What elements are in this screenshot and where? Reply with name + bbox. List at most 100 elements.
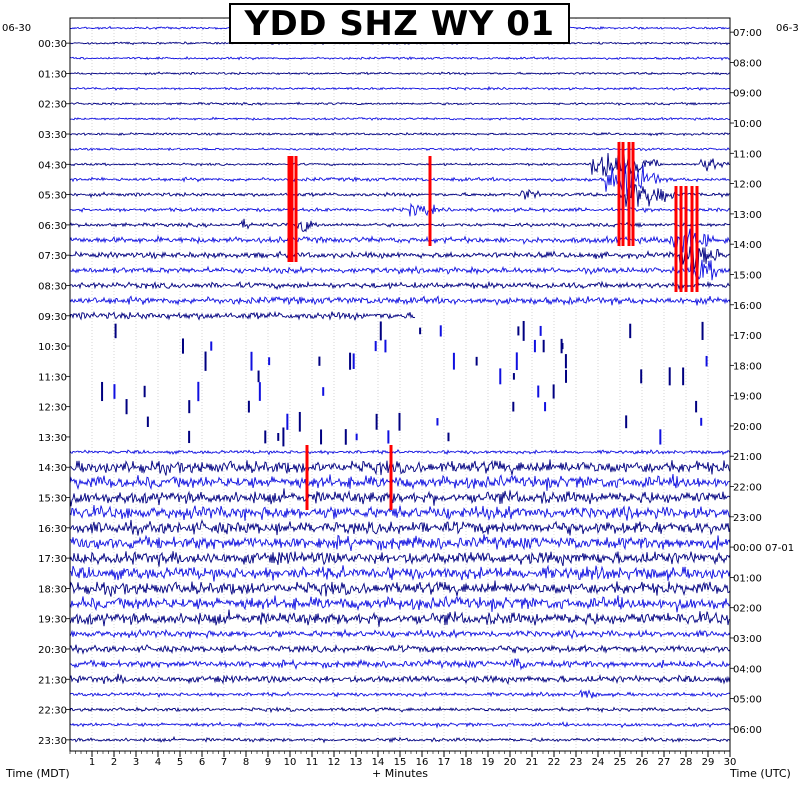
right-time-label: 08:00 [733,58,762,69]
x-tick-label: 18 [460,757,473,768]
left-time-label: 07:30 [38,251,67,262]
x-axis-label: + Minutes [372,767,428,780]
x-tick-label: 9 [265,757,271,768]
right-time-label: 19:00 [733,392,762,403]
trace-line [69,505,731,521]
left-time-label: 06:30 [38,221,67,232]
left-time-label: 03:30 [38,130,67,141]
right-time-label: 13:00 [733,210,762,221]
right-time-label: 17:00 [733,331,762,342]
right-time-label: 06:00 [733,725,762,736]
trace-line [69,609,731,627]
trace-line [69,550,731,567]
trace-line [69,735,731,744]
trace-line [69,643,731,655]
right-time-label: 07:00 [733,28,762,39]
left-time-label: 20:30 [38,645,67,656]
trace-line [69,310,416,321]
left-time-label: 13:30 [38,433,67,444]
trace-line [69,689,731,699]
trace-line [69,705,731,714]
right-time-label: 09:00 [733,89,762,100]
x-tick-label: 12 [328,757,341,768]
right-time-label: 23:00 [733,513,762,524]
right-date-label: 06-3 [776,23,799,34]
left-time-label: 02:30 [38,100,67,111]
right-time-label: 15:00 [733,270,762,281]
left-time-label: 09:30 [38,312,67,323]
trace-line [69,449,731,456]
trace-line [69,101,731,106]
x-tick-label: 21 [526,757,539,768]
trace-line [69,295,731,306]
right-time-label: 14:00 [733,240,762,251]
x-tick-label: 10 [284,757,297,768]
left-time-label: 23:30 [38,736,67,747]
x-tick-label: 27 [658,757,671,768]
left-time-label: 16:30 [38,524,67,535]
x-tick-label: 7 [221,757,227,768]
left-time-label: 08:30 [38,281,67,292]
trace-line [69,241,731,271]
trace-line [69,519,731,536]
right-time-label: 21:00 [733,452,762,463]
x-tick-label: 30 [724,757,737,768]
left-time-label: 10:30 [38,342,67,353]
left-time-label: 00:30 [38,39,67,50]
right-time-label: 22:00 [733,483,762,494]
trace-line [69,595,731,613]
trace-line [69,280,731,291]
x-tick-label: 1 [89,757,95,768]
right-time-label: 10:00 [733,119,762,130]
x-tick-label: 26 [636,757,649,768]
right-time-label: 16:00 [733,301,762,312]
right-time-label: 12:00 [733,180,762,191]
clipped-markers [287,142,699,510]
left-time-label: 11:30 [38,372,67,383]
right-time-label: 05:00 [733,695,762,706]
right-axis-label: Time (UTC) [729,767,791,780]
x-tick-label: 13 [350,757,363,768]
trace-line [69,673,731,685]
left-axis-label: Time (MDT) [5,767,70,780]
x-tick-label: 17 [438,757,451,768]
x-tick-label: 20 [504,757,517,768]
right-time-label: 20:00 [733,422,762,433]
x-tick-label: 22 [548,757,561,768]
x-tick-label: 28 [680,757,693,768]
trace-line [69,564,731,582]
trace-line [69,85,731,91]
x-tick-label: 5 [177,757,183,768]
right-time-label: 00:00 07-01 [733,543,794,554]
trace-line [69,580,731,597]
right-time-label: 04:00 [733,664,762,675]
left-time-label: 05:30 [38,191,67,202]
x-tick-label: 24 [592,757,605,768]
x-tick-label: 4 [155,757,161,768]
left-date-label: 06-30 [2,23,31,34]
left-time-label: 12:30 [38,403,67,414]
right-time-label: 18:00 [733,361,762,372]
left-time-label: 19:30 [38,615,67,626]
x-tick-label: 25 [614,757,627,768]
x-tick-label: 8 [243,757,249,768]
left-time-label: 04:30 [38,160,67,171]
left-time-label: 22:30 [38,706,67,717]
x-tick-label: 14 [372,757,385,768]
x-tick-label: 11 [306,757,319,768]
trace-line [69,55,731,61]
x-tick-label: 19 [482,757,495,768]
trace-line [69,534,731,551]
trace-line [69,71,731,76]
x-tick-label: 29 [702,757,715,768]
trace-line [69,628,731,640]
trace-line [69,474,731,491]
x-tick-label: 6 [199,757,205,768]
right-time-label: 11:00 [733,149,762,160]
left-time-labels: 00:30 01:30 02:30 03:30 04:30 05:30 06:30 07:30… [38,39,70,747]
left-time-label: 18:30 [38,584,67,595]
x-tick-label: 2 [111,757,117,768]
trace-line [69,721,731,729]
left-time-label: 01:30 [38,69,67,80]
